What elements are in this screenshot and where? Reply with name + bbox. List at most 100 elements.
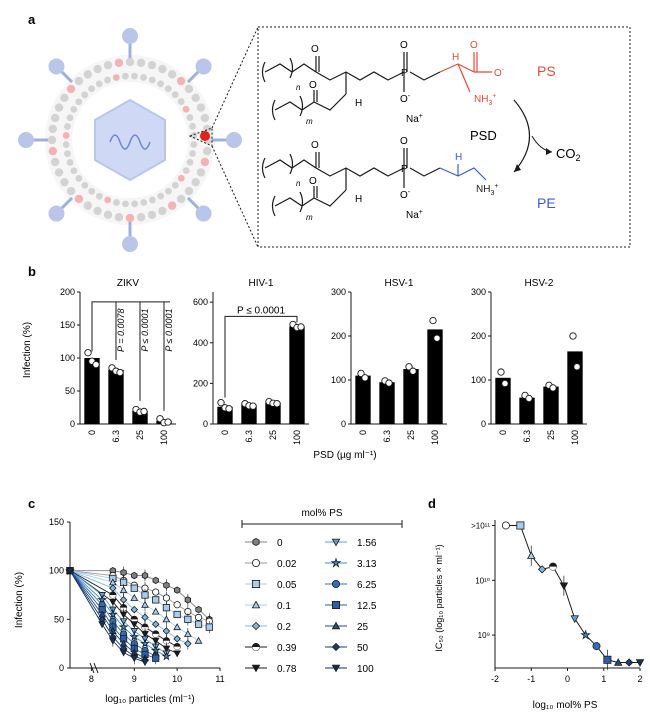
data-point-half bbox=[173, 646, 181, 650]
y-tick-label: 200 bbox=[331, 331, 346, 341]
outer-lipid-head bbox=[184, 186, 194, 196]
x-tick-label: 1 bbox=[601, 674, 606, 684]
data-point bbox=[433, 334, 441, 342]
data-point bbox=[205, 623, 213, 631]
outer-lipid-head bbox=[158, 206, 167, 216]
data-point bbox=[119, 611, 128, 619]
data-point bbox=[66, 567, 74, 575]
pe-phosphorus: P bbox=[401, 164, 408, 175]
bar bbox=[355, 375, 371, 424]
data-point-half bbox=[109, 595, 117, 599]
inner-lipid-head bbox=[171, 181, 179, 189]
inner-lipid-head bbox=[190, 141, 198, 148]
spike-head-icon bbox=[122, 236, 138, 252]
legend-marker bbox=[251, 664, 261, 673]
y-tick-label: 100 bbox=[331, 375, 346, 385]
outer-lipid-head bbox=[66, 186, 76, 196]
y-tick-label: 0 bbox=[203, 419, 208, 429]
spike-head-icon bbox=[48, 58, 65, 75]
ps-o1-label: O bbox=[311, 44, 319, 55]
ps-ester2 bbox=[313, 93, 347, 111]
data-point bbox=[98, 621, 107, 629]
data-point bbox=[84, 349, 92, 357]
pe-phos-o-top: O bbox=[400, 136, 408, 147]
x-tick-label: 9 bbox=[132, 674, 137, 684]
x-tick-label: 25 bbox=[406, 430, 416, 440]
outer-lipid-head bbox=[54, 168, 64, 177]
ps-backbone bbox=[315, 71, 405, 81]
bar bbox=[427, 329, 443, 424]
bar bbox=[265, 402, 281, 424]
pe-ethanolamine bbox=[439, 167, 487, 181]
outer-lipid-head bbox=[54, 103, 64, 112]
y-tick-label: 10¹⁰ bbox=[475, 576, 490, 585]
y-tick-label: 150 bbox=[60, 320, 75, 330]
data-point bbox=[141, 630, 149, 638]
inner-lipid-head bbox=[164, 85, 172, 93]
data-point-half bbox=[163, 640, 170, 644]
pe-backbone bbox=[315, 167, 405, 177]
ps-chain2 bbox=[274, 101, 315, 111]
data-point bbox=[161, 651, 172, 661]
data-point bbox=[92, 360, 100, 369]
y-tick-label: 0 bbox=[70, 419, 75, 429]
inner-lipid-head bbox=[140, 74, 147, 81]
legend-item-12.5: 12.5 bbox=[325, 601, 377, 612]
bar bbox=[519, 397, 535, 424]
data-point bbox=[173, 623, 182, 631]
data-point bbox=[152, 654, 160, 662]
data-point bbox=[559, 582, 569, 591]
data-point bbox=[152, 576, 159, 585]
spike-head-icon bbox=[195, 205, 212, 222]
data-point bbox=[173, 586, 181, 594]
series-0.1 bbox=[66, 566, 203, 644]
outer-lipid-head bbox=[200, 113, 210, 123]
reaction-arrowhead bbox=[514, 164, 521, 172]
x-tick-label: 6.3 bbox=[522, 430, 532, 443]
x-tick-label: 0 bbox=[358, 430, 368, 435]
x-tick-label: -2 bbox=[491, 674, 499, 684]
data-point bbox=[162, 645, 171, 653]
spike-head-icon bbox=[195, 58, 212, 75]
bar bbox=[543, 386, 559, 424]
data-point bbox=[141, 591, 149, 599]
inner-lipid-head bbox=[186, 114, 194, 121]
x-tick-label: 25 bbox=[546, 430, 556, 440]
data-point bbox=[108, 637, 117, 645]
inner-lipid-head bbox=[177, 98, 185, 105]
outer-lipid-head bbox=[147, 210, 157, 220]
panel-b-ylabel: Infection (%) bbox=[22, 322, 33, 378]
pe-o1-label: O bbox=[311, 140, 319, 151]
inner-lipid-head bbox=[104, 196, 112, 204]
spike-head-icon bbox=[18, 132, 34, 148]
legend-item-0.78: 0.78 bbox=[245, 664, 297, 675]
pe-chain1 bbox=[264, 159, 317, 169]
outer-lipid-head bbox=[74, 76, 84, 86]
inner-lipid-head bbox=[190, 131, 198, 139]
inner-lipid-head bbox=[177, 174, 185, 182]
data-point bbox=[429, 316, 437, 325]
pe-n-subscript: n bbox=[296, 179, 301, 188]
data-point bbox=[116, 368, 124, 377]
ps-chain2-bracket-right bbox=[299, 95, 304, 117]
ps-structure bbox=[261, 52, 441, 121]
inner-lipid-head bbox=[81, 181, 89, 189]
ps-o2-label: O bbox=[309, 80, 317, 91]
legend-marker bbox=[251, 580, 260, 589]
ps-chain2-bracket-left bbox=[271, 99, 276, 121]
data-point bbox=[194, 636, 203, 644]
inner-lipid-head bbox=[157, 192, 165, 200]
x-tick-label: 100 bbox=[292, 430, 302, 445]
inner-lipid-head bbox=[64, 150, 71, 158]
legend-label: 0 bbox=[277, 538, 283, 549]
inner-lipid-head bbox=[171, 91, 179, 99]
fit-line bbox=[505, 524, 640, 664]
axis-break bbox=[89, 662, 95, 674]
data-point bbox=[613, 658, 623, 666]
legend-marker bbox=[330, 557, 342, 568]
co2-release-arrow bbox=[531, 135, 553, 153]
data-point bbox=[573, 363, 581, 371]
legend-item-6.25: 6.25 bbox=[325, 580, 377, 591]
data-point bbox=[603, 655, 612, 664]
outer-lipid-head bbox=[176, 76, 186, 86]
